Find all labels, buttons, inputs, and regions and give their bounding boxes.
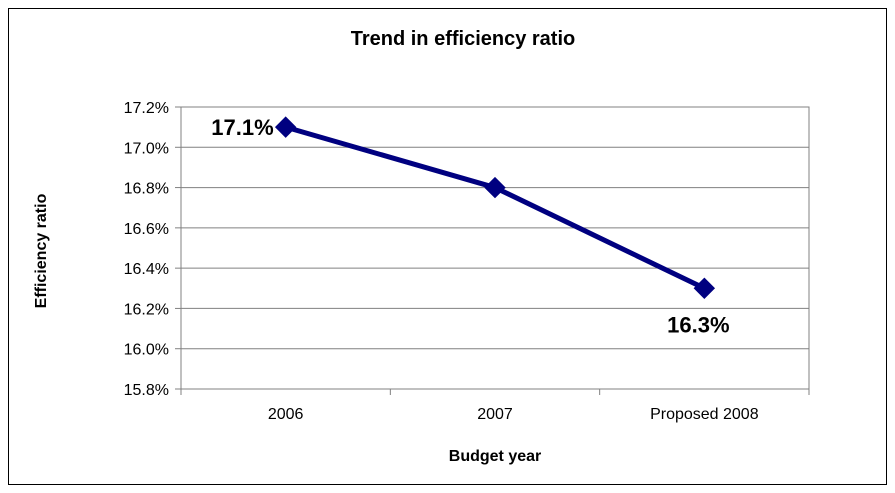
- y-tick-label: 16.6%: [124, 221, 169, 238]
- x-axis: 2006 2007 Proposed 2008: [180, 389, 810, 423]
- y-tick-label: 16.2%: [124, 301, 169, 318]
- data-point-marker: [484, 176, 506, 199]
- line-chart: Trend in efficiency ratio 15.8% 16.0% 16.2…: [33, 28, 810, 465]
- x-axis-title: Budget year: [449, 448, 541, 465]
- y-axis: 15.8% 16.0% 16.2% 16.4% 16.6% 16.8% 17.0% 17.2%: [124, 100, 181, 399]
- series-line-path: [284, 124, 706, 291]
- y-tick-label: 16.0%: [124, 342, 169, 359]
- y-tick-label: 15.8%: [124, 382, 169, 399]
- data-label: 17.1%: [211, 115, 273, 140]
- y-tick-label: 17.2%: [124, 100, 169, 117]
- x-tick-label: 2006: [268, 406, 304, 423]
- series-line: [274, 116, 716, 299]
- plot-area: [180, 106, 810, 390]
- data-labels: 17.1% 16.3%: [211, 115, 729, 337]
- x-tick-label: Proposed 2008: [650, 406, 759, 423]
- y-tick-label: 16.8%: [124, 181, 169, 198]
- y-tick-label: 17.0%: [124, 140, 169, 157]
- y-axis-title: Efficiency ratio: [33, 193, 50, 308]
- data-label: 16.3%: [667, 312, 729, 337]
- x-tick-label: 2007: [477, 406, 513, 423]
- data-point-marker: [274, 116, 297, 138]
- chart-frame: Trend in efficiency ratio 15.8% 16.0% 16.2…: [8, 8, 887, 485]
- chart-title: Trend in efficiency ratio: [351, 28, 576, 50]
- y-tick-label: 16.4%: [124, 261, 169, 278]
- data-point-marker: [693, 277, 716, 299]
